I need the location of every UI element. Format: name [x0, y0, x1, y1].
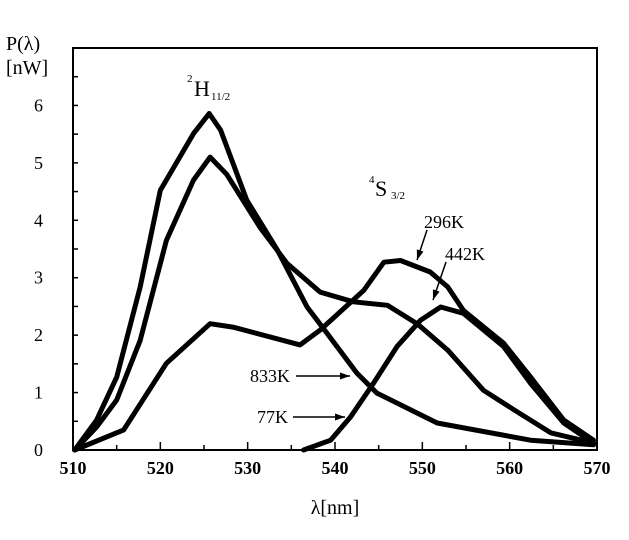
svg-text:4: 4: [369, 174, 375, 186]
x-tick-label: 570: [584, 458, 611, 478]
band-label-h11-2: 2 H 11/2: [187, 73, 230, 103]
arrow-296k: [416, 229, 428, 261]
x-tick-label: 540: [322, 458, 349, 478]
y-tick-label: 5: [34, 153, 43, 173]
arrow-833k: [296, 372, 350, 380]
x-tick-label: 560: [496, 458, 523, 478]
y-axis-label-line1: P(λ): [6, 33, 40, 55]
x-tick-label: 550: [409, 458, 436, 478]
label-833k: 833K: [250, 366, 290, 386]
arrow-442k: [432, 261, 447, 301]
y-axis-label-line2: [nW]: [6, 57, 48, 79]
label-296k: 296K: [424, 212, 464, 232]
series-line-296k: [72, 258, 596, 453]
svg-text:2: 2: [187, 73, 193, 85]
series-line-833k: [72, 111, 596, 453]
y-tick-label: 6: [34, 95, 43, 115]
y-tick-label: 1: [34, 383, 43, 403]
label-442k: 442K: [445, 244, 485, 264]
y-tick-label: 2: [34, 325, 43, 345]
y-tick-label: 4: [34, 210, 43, 230]
band-label-s3-2: 4 S 3/2: [369, 174, 405, 202]
x-tick-label: 520: [147, 458, 174, 478]
x-tick-label: 510: [60, 458, 87, 478]
svg-text:H: H: [194, 76, 210, 101]
svg-text:S: S: [375, 176, 387, 201]
series-line-77k: [301, 304, 596, 453]
y-tick-label: 0: [34, 440, 43, 460]
x-axis-label: λ[nm]: [311, 497, 360, 519]
x-tick-label: 530: [234, 458, 261, 478]
y-tick-label: 3: [34, 268, 43, 288]
label-77k: 77K: [257, 407, 288, 427]
arrow-77k: [293, 413, 345, 421]
series-line-442k: [72, 154, 596, 453]
svg-text:3/2: 3/2: [391, 190, 405, 202]
svg-text:11/2: 11/2: [211, 91, 230, 103]
